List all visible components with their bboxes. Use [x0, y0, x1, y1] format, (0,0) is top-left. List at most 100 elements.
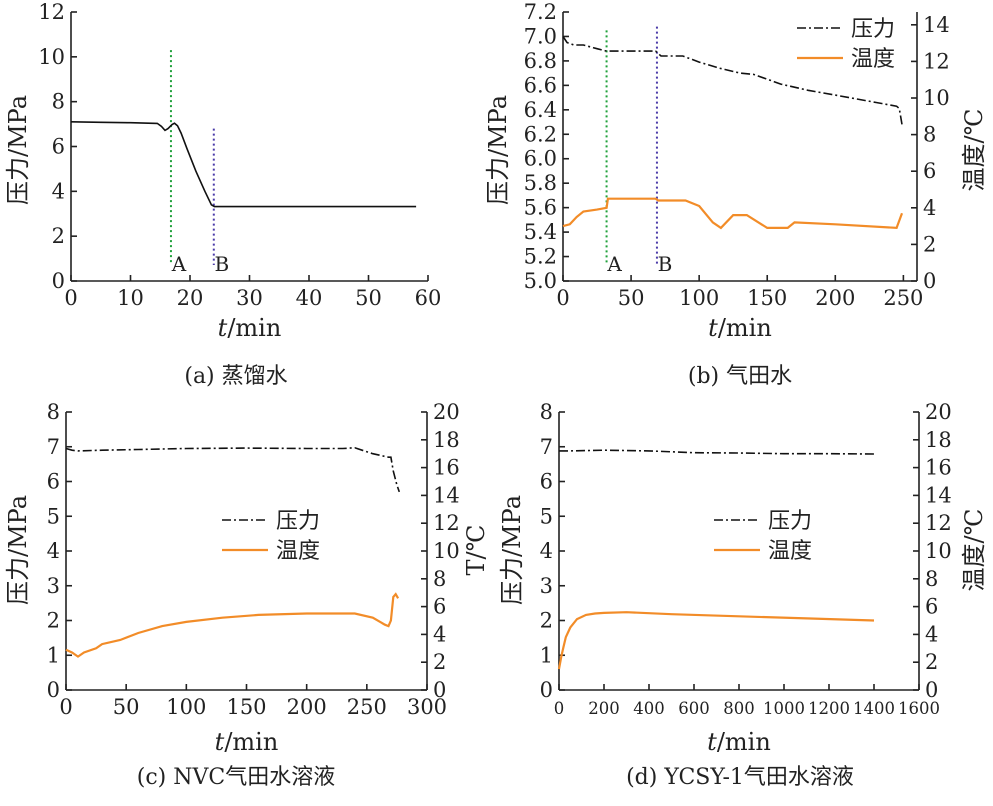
panel-caption: (c) NVC气田水溶液 — [137, 765, 335, 790]
x-axis-label-variable: t — [707, 728, 717, 756]
series-line-temperature — [562, 197, 904, 230]
chart-panel-1: 0 10 20 30 40 50 60 0 2 4 6 8 10 12 t/min 压力/MPa A B (a) 蒸… — [4, 0, 441, 389]
y2-tick-label: 0 — [923, 269, 936, 293]
y2-tick-label: 20 — [433, 400, 460, 424]
marker-label-a: A — [606, 252, 622, 276]
y2-tick-label: 10 — [433, 539, 460, 563]
y2-tick-label: 0 — [925, 678, 938, 702]
y-tick-label: 5 — [47, 504, 60, 528]
x-axis-label: t/min — [707, 728, 771, 756]
x-axis-label-unit: /min — [227, 314, 281, 342]
y2-tick-label: 2 — [925, 650, 938, 674]
y-tick-label: 10 — [38, 45, 65, 69]
x-tick-label: 250 — [883, 286, 923, 310]
y2-tick-label: 8 — [925, 567, 938, 591]
y-tick-label: 4 — [52, 179, 65, 203]
y2-axis-label: 温度/℃ — [960, 109, 988, 192]
x-tick-label: 40 — [296, 286, 323, 310]
y2-tick-label: 2 — [923, 232, 936, 256]
y-tick-label: 5 — [540, 504, 553, 528]
series-line-temperature — [65, 592, 400, 658]
y-tick-label: 7 — [540, 435, 553, 459]
y-tick-label: 5.2 — [524, 245, 557, 269]
y-tick-label: 6.4 — [524, 98, 557, 122]
y-tick-label: 7 — [47, 435, 60, 459]
chart-panel-2: 0 50 100 150 200 2505.05.25.45.65.86.06.26.46… — [484, 0, 988, 389]
y2-tick-label: 6 — [433, 595, 446, 619]
y2-tick-label: 12 — [925, 511, 952, 535]
x-axis-label: t/min — [218, 314, 282, 342]
y2-tick-label: 12 — [923, 49, 950, 73]
chart-panel-4: 0 200 400 600 800 1000 1200 1400 160001234567802… — [498, 400, 988, 790]
y-tick-label: 5.4 — [524, 220, 557, 244]
y-tick-label: 0 — [47, 678, 60, 702]
legend-label: 压力 — [851, 17, 895, 42]
x-tick-label: 20 — [177, 286, 204, 310]
y-tick-label: 5.0 — [524, 269, 557, 293]
x-tick-label: 0 — [554, 699, 565, 718]
x-axis-label-variable: t — [215, 728, 225, 756]
y-tick-label: 2 — [52, 224, 65, 248]
x-tick-label: 200 — [588, 699, 620, 718]
y2-tick-label: 6 — [925, 595, 938, 619]
series-line-pressure — [562, 36, 903, 125]
x-tick-label: 50 — [618, 286, 645, 310]
y-tick-label: 5.6 — [524, 196, 557, 220]
x-axis-label-unit: /min — [717, 728, 771, 756]
x-axis-label-unit: /min — [718, 314, 772, 342]
y-tick-label: 3 — [47, 574, 60, 598]
series-line-pressure — [65, 446, 401, 493]
y2-tick-label: 0 — [433, 678, 446, 702]
marker-label-b: B — [214, 252, 229, 276]
y-tick-label: 0 — [52, 269, 65, 293]
x-tick-label: 0 — [556, 286, 569, 310]
chart-panel-3: 0 50 100 150 200 250 3000123456780246810121416… — [4, 400, 490, 790]
y2-tick-label: 14 — [925, 483, 952, 507]
y2-tick-label: 18 — [433, 428, 460, 452]
x-tick-label: 0 — [64, 286, 77, 310]
y-tick-label: 2 — [47, 609, 60, 633]
x-tick-label: 1600 — [898, 699, 940, 718]
x-tick-label: 1400 — [853, 699, 895, 718]
y-tick-label: 12 — [38, 0, 65, 24]
y2-tick-label: 6 — [923, 159, 936, 183]
legend-label: 温度 — [768, 539, 812, 564]
x-tick-label: 200 — [815, 286, 855, 310]
legend-label: 压力 — [768, 509, 812, 534]
marker-label-b: B — [658, 252, 673, 276]
legend-label: 压力 — [276, 509, 320, 534]
y2-tick-label: 2 — [433, 650, 446, 674]
y2-tick-label: 16 — [433, 456, 460, 480]
x-tick-label: 400 — [633, 699, 665, 718]
y-tick-label: 1 — [540, 643, 553, 667]
y2-axis-label: T/℃ — [462, 525, 490, 576]
y-tick-label: 2 — [540, 609, 553, 633]
x-tick-label: 200 — [287, 695, 327, 719]
y-tick-label: 5.8 — [524, 171, 557, 195]
series-line-temperature — [557, 611, 875, 670]
legend-label: 温度 — [851, 47, 895, 72]
panel-caption: (d) YCSY-1气田水溶液 — [626, 765, 854, 790]
y2-tick-label: 20 — [925, 400, 952, 424]
y-tick-label: 6.0 — [524, 147, 557, 171]
x-tick-label: 150 — [747, 286, 787, 310]
y-tick-label: 7.0 — [524, 24, 557, 48]
x-tick-label: 0 — [59, 695, 72, 719]
panel-caption: (b) 气田水 — [688, 364, 792, 389]
y-tick-label: 6 — [47, 470, 60, 494]
panel-caption: (a) 蒸馏水 — [184, 364, 287, 389]
x-tick-label: 600 — [678, 699, 710, 718]
x-tick-label: 60 — [415, 286, 442, 310]
series-line-pressure — [559, 449, 875, 455]
y-tick-label: 3 — [540, 574, 553, 598]
y-tick-label: 7.2 — [524, 0, 557, 24]
x-tick-label: 250 — [347, 695, 387, 719]
y2-tick-label: 14 — [433, 483, 460, 507]
series-line-pressure — [70, 121, 417, 208]
legend-label: 温度 — [276, 539, 320, 564]
y2-axis-label: 温度/℃ — [960, 509, 988, 592]
marker-label-a: A — [171, 252, 187, 276]
y-axis-label: 压力/MPa — [484, 95, 512, 205]
x-tick-label: 150 — [226, 695, 266, 719]
